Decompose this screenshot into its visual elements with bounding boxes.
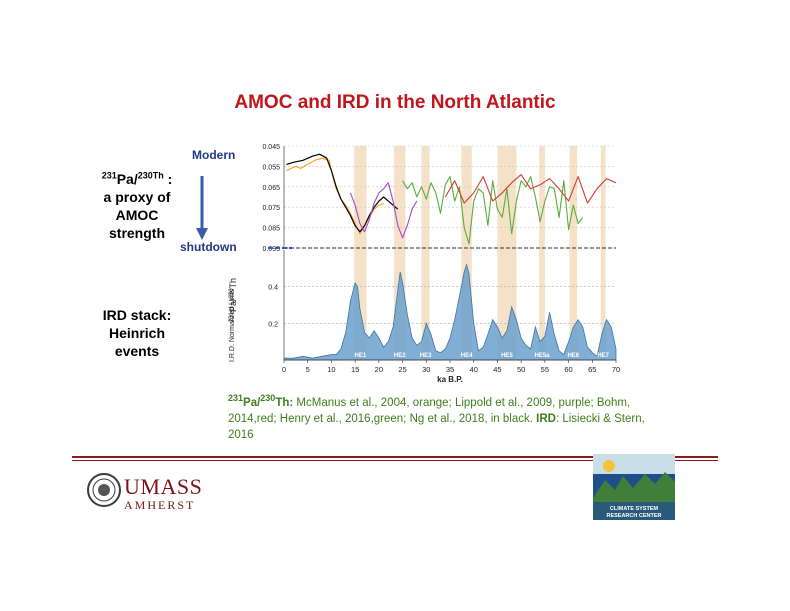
heinrich-label: HE5a: [535, 353, 551, 359]
heinrich-band-he4: [461, 146, 472, 360]
heinrich-label: HE1: [355, 353, 367, 359]
heinrich-label: HE3: [420, 353, 432, 359]
x-tick-label: 60: [564, 365, 572, 374]
footer-divider: [72, 456, 718, 458]
heinrich-band-he6: [569, 146, 578, 360]
climate-system-research-center-logo: CLIMATE SYSTEM RESEARCH CENTER: [593, 454, 675, 520]
proxy-label: 231Pa/230Th : a proxy of AMOC strength: [101, 170, 173, 241]
umass-seal-icon: [87, 473, 121, 507]
x-tick-label: 35: [446, 365, 454, 374]
series-purple: [349, 182, 418, 239]
heinrich-band-he7: [600, 146, 606, 360]
footer-divider-thin: [72, 460, 718, 461]
heinrich-label: HE5: [501, 353, 513, 359]
x-tick-label: 40: [470, 365, 478, 374]
top-y-tick-label: 0.045: [262, 144, 280, 151]
figure-caption: 231Pa/230Th: McManus et al., 2004, orang…: [228, 393, 645, 441]
umass-logo: UMASS AMHERST: [124, 474, 203, 513]
x-tick-label: 15: [351, 365, 359, 374]
x-axis-label: ka B.P.: [437, 375, 463, 384]
heinrich-label: HE7: [597, 353, 609, 359]
top-y-tick-label: 0.075: [262, 205, 280, 212]
series-orange: [286, 157, 384, 235]
heinrich-label: HE6: [567, 353, 579, 359]
x-tick-label: 0: [282, 365, 286, 374]
top-y-tick-label: 0.085: [262, 226, 280, 233]
svg-text:CLIMATE SYSTEM: CLIMATE SYSTEM: [610, 506, 659, 512]
amoc-arrow: [196, 176, 208, 240]
x-tick-label: 45: [493, 365, 501, 374]
x-tick-label: 65: [588, 365, 596, 374]
x-tick-label: 5: [306, 365, 310, 374]
x-tick-label: 10: [327, 365, 335, 374]
slide-title: AMOC and IRD in the North Atlantic: [234, 92, 556, 113]
modern-label: Modern: [192, 148, 236, 162]
heinrich-band-he5a: [539, 146, 545, 360]
x-tick-label: 30: [422, 365, 430, 374]
ird-stack-area: [283, 263, 617, 361]
shutdown-label: shutdown: [180, 240, 237, 254]
x-tick-label: 70: [612, 365, 620, 374]
x-tick-label: 25: [398, 365, 406, 374]
top-y-tick-label: 0.065: [262, 185, 280, 192]
bottom-y-tick-label: 0.2: [268, 321, 278, 328]
heinrich-band-he3: [421, 146, 430, 360]
top-y-axis-label: 231Pa/230Th: [228, 278, 238, 322]
x-tick-label: 55: [541, 365, 549, 374]
ird-stack-label: IRD stack: Heinrich events: [102, 307, 172, 359]
series-green: [402, 176, 584, 245]
x-tick-label: 20: [375, 365, 383, 374]
amoc-ird-chart: 0.045 0.055 0.065 0.075 0.085 0.095 0.2 0.4 HE…: [228, 144, 620, 384]
bottom-y-axis-label: I.R.D. Normalized Units: [229, 288, 236, 362]
series-black: [286, 153, 399, 233]
series-red: [444, 174, 617, 204]
svg-text:RESEARCH CENTER: RESEARCH CENTER: [606, 513, 661, 519]
heinrich-band-he2: [394, 146, 406, 360]
heinrich-label: HE2: [394, 353, 406, 359]
heinrich-label: HE4: [461, 353, 473, 359]
top-y-tick-label: 0.055: [262, 164, 280, 171]
x-tick-label: 50: [517, 365, 525, 374]
top-y-tick-label: 0.095: [262, 246, 280, 253]
bottom-y-tick-label: 0.4: [268, 285, 278, 292]
